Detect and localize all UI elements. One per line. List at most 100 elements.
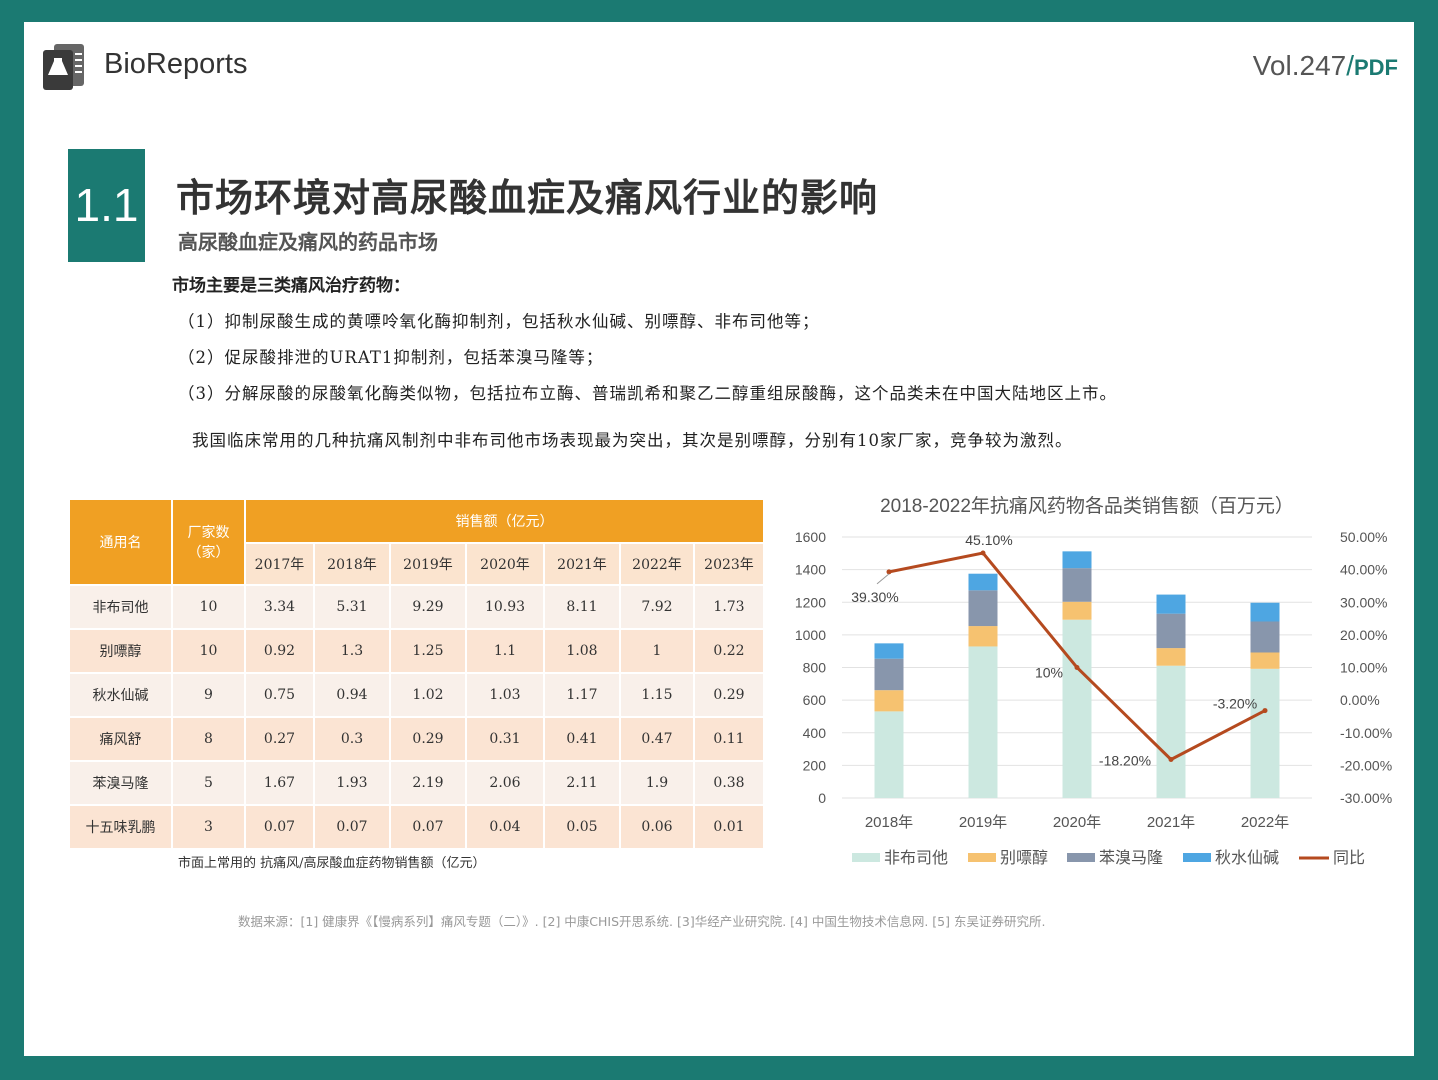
legend-label: 秋水仙碱 (1215, 849, 1279, 867)
sales-cell: 1.1 (465, 628, 545, 674)
x-tick-label: 2019年 (959, 814, 1007, 831)
table-row: 非布司他 10 3.34 5.31 9.29 10.93 8.11 7.92 1… (68, 584, 765, 630)
sales-cell: 0.41 (543, 716, 621, 762)
table-row: 痛风舒 8 0.27 0.3 0.29 0.31 0.41 0.47 0.11 (68, 716, 765, 762)
pdf-label: PDF (1354, 55, 1398, 80)
x-tick-label: 2022年 (1241, 814, 1289, 831)
maker-count: 10 (171, 584, 246, 630)
bar-segment (968, 626, 998, 647)
report-logo-icon (43, 44, 84, 90)
chart-title: 2018-2022年抗痛风药物各品类销售额（百万元） (880, 495, 1294, 517)
sales-cell: 0.47 (619, 716, 695, 762)
y-right-tick-label: 50.00% (1340, 529, 1387, 545)
sales-cell: 0.3 (313, 716, 391, 762)
sales-cell: 7.92 (619, 584, 695, 630)
bar-segment (874, 690, 904, 712)
sales-table: 通用名 厂家数 （家） 销售额（亿元） 2017年 2018年 2019年 20… (68, 498, 765, 850)
table-row: 秋水仙碱 9 0.75 0.94 1.02 1.03 1.17 1.15 0.2… (68, 672, 765, 718)
y-right-tick-label: 10.00% (1340, 660, 1387, 676)
sales-cell: 1.17 (543, 672, 621, 718)
sales-cell: 0.29 (693, 672, 765, 718)
legend-swatch (1183, 853, 1211, 862)
maker-count: 5 (171, 760, 246, 806)
sales-cell: 0.27 (244, 716, 315, 762)
sales-cell: 0.04 (465, 804, 545, 850)
bar-segment (1250, 602, 1280, 622)
y-left-tick-label: 1200 (795, 594, 826, 610)
y-left-tick-label: 200 (803, 757, 827, 773)
y-right-tick-label: -20.00% (1340, 757, 1392, 773)
data-source-note: 数据来源：[1] 健康界《【慢病系列】痛风专题（二）》. [2] 中康CHIS开… (238, 914, 1046, 929)
y-right-tick-label: 40.00% (1340, 562, 1387, 578)
y-left-tick-label: 1000 (795, 627, 826, 643)
year-header: 2020年 (465, 542, 545, 586)
sales-cell: 1 (619, 628, 695, 674)
y-left-tick-label: 400 (803, 725, 827, 741)
bar-segment (1156, 594, 1186, 614)
drug-name: 非布司他 (68, 584, 173, 630)
sales-cell: 1.08 (543, 628, 621, 674)
legend-label: 同比 (1333, 849, 1365, 867)
page-subtitle: 高尿酸血症及痛风的药品市场 (178, 230, 438, 254)
bar-segment (1250, 652, 1280, 669)
page-title: 市场环境对高尿酸血症及痛风行业的影响 (176, 176, 879, 220)
maker-count: 10 (171, 628, 246, 674)
sales-cell: 1.15 (619, 672, 695, 718)
bar-segment (1062, 568, 1092, 602)
y-left-tick-label: 600 (803, 692, 827, 708)
maker-count: 9 (171, 672, 246, 718)
bar-segment (1062, 619, 1092, 798)
bar-segment (1250, 621, 1280, 653)
yoy-point (980, 550, 986, 556)
sales-cell: 3.34 (244, 584, 315, 630)
yoy-point (1262, 708, 1268, 714)
y-right-tick-label: -30.00% (1340, 790, 1392, 806)
bar-segment (968, 646, 998, 798)
label-leader-line (876, 573, 890, 585)
col-header-sales: 销售额（亿元） (244, 498, 765, 544)
yoy-point (886, 569, 892, 575)
sales-cell: 0.11 (693, 716, 765, 762)
brand-name: BioReports (104, 48, 248, 80)
year-header: 2022年 (619, 542, 695, 586)
y-left-tick-label: 0 (818, 790, 826, 806)
section-number: 1.1 (68, 149, 145, 262)
x-tick-label: 2020年 (1053, 814, 1101, 831)
y-right-tick-label: 20.00% (1340, 627, 1387, 643)
year-header: 2017年 (244, 542, 315, 586)
drug-name: 苯溴马隆 (68, 760, 173, 806)
y-left-tick-label: 1400 (795, 562, 826, 578)
bullet-2: （2）促尿酸排泄的URAT1抑制剂，包括苯溴马隆等； (178, 348, 604, 367)
sales-cell: 0.07 (313, 804, 391, 850)
summary-paragraph: 我国临床常用的几种抗痛风制剂中非布司他市场表现最为突出，其次是别嘌醇，分别有10… (192, 431, 1073, 450)
col-header-makers: 厂家数 （家） (171, 498, 246, 586)
sales-cell: 0.75 (244, 672, 315, 718)
maker-count: 8 (171, 716, 246, 762)
y-left-tick-label: 800 (803, 660, 827, 676)
sales-cell: 1.67 (244, 760, 315, 806)
bar-segment (874, 643, 904, 659)
yoy-data-label: 39.30% (851, 589, 898, 605)
legend-swatch (1067, 853, 1095, 862)
drug-name: 痛风舒 (68, 716, 173, 762)
legend-swatch (852, 853, 880, 862)
sales-cell: 1.9 (619, 760, 695, 806)
bar-segment (968, 573, 998, 591)
yoy-data-label: 45.10% (965, 532, 1012, 548)
sales-cell: 1.73 (693, 584, 765, 630)
year-header: 2021年 (543, 542, 621, 586)
table-row: 苯溴马隆 5 1.67 1.93 2.19 2.06 2.11 1.9 0.38 (68, 760, 765, 806)
yoy-data-label: 10% (1035, 665, 1063, 681)
yoy-data-label: -18.20% (1099, 753, 1151, 769)
sales-cell: 0.94 (313, 672, 391, 718)
sales-cell: 0.07 (244, 804, 315, 850)
bar-segment (968, 590, 998, 627)
drug-name: 十五味乳鹏 (68, 804, 173, 850)
volume-label: Vol.247/PDF (1253, 50, 1398, 82)
sales-cell: 0.92 (244, 628, 315, 674)
legend-label: 别嘌醇 (1000, 849, 1048, 867)
sales-cell: 0.01 (693, 804, 765, 850)
sales-cell: 1.03 (465, 672, 545, 718)
sales-cell: 0.07 (389, 804, 467, 850)
y-right-tick-label: -10.00% (1340, 725, 1392, 741)
